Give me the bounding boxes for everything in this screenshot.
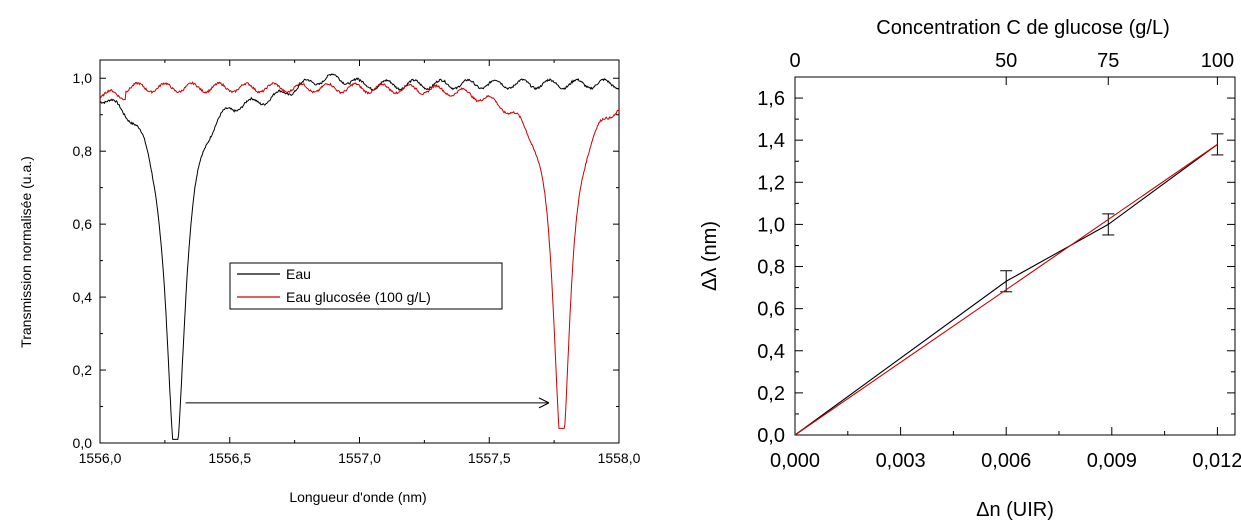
- x-tick-label: 0,003: [876, 450, 926, 472]
- y-tick-label: 0,2: [757, 383, 785, 405]
- transmission-plot-frame: [99, 59, 620, 444]
- y-tick-label: 0,8: [757, 257, 785, 279]
- shift-top-axis-label: Concentration C de glucose (g/L): [876, 17, 1170, 39]
- y-tick-label: 1,6: [757, 88, 785, 110]
- series-line-eau: [99, 73, 620, 440]
- top-tick-label: 50: [995, 50, 1017, 72]
- transmission-y-axis-label: Transmission normalisée (u.a.): [18, 156, 34, 348]
- x-tick-label: 0,006: [981, 450, 1031, 472]
- legend-label-eau: Eau: [286, 266, 311, 282]
- y-tick-label: 0,0: [757, 425, 785, 447]
- x-tick-label: 0,000: [770, 450, 820, 472]
- shift-chart: 0,000 0,003 0,006 0,009 0,012 0 50 75 100 0,0 0,2 0…: [699, 17, 1241, 521]
- x-tick-label: 1557,0: [338, 450, 381, 466]
- y-tick-label: 0,4: [73, 289, 93, 305]
- transmission-x-axis-label: Longueur d'onde (nm): [289, 489, 426, 505]
- y-tick-label: 0,8: [73, 143, 93, 159]
- transmission-series: [99, 73, 620, 440]
- x-tick-label: 1558,0: [598, 450, 641, 466]
- shift-ticks: [794, 77, 1235, 436]
- y-tick-label: 0,6: [73, 216, 93, 232]
- shift-plot-frame: [794, 76, 1236, 436]
- x-tick-label: 1556,5: [208, 450, 251, 466]
- y-tick-label: 1,0: [757, 214, 785, 236]
- shift-series: [794, 133, 1224, 436]
- y-tick-label: 1,0: [73, 70, 93, 86]
- transmission-tick-labels: 1556,0 1556,5 1557,0 1557,5 1558,0 0,0 0,2 0,4 0…: [73, 70, 641, 466]
- x-tick-label: 0,009: [1087, 450, 1137, 472]
- linear-fit-line: [794, 143, 1218, 436]
- series-line-eau-glucosee: [99, 81, 620, 429]
- top-tick-label: 100: [1201, 50, 1234, 72]
- transmission-annotations: [185, 397, 550, 409]
- transmission-chart: 1556,0 1556,5 1557,0 1557,5 1558,0 0,0 0,2 0,4 0…: [18, 59, 641, 505]
- shift-tick-labels: 0,000 0,003 0,006 0,009 0,012 0 50 75 100 0,0 0,2 0…: [757, 50, 1241, 472]
- top-tick-label: 75: [1097, 50, 1119, 72]
- x-tick-label: 1556,0: [79, 450, 122, 466]
- y-tick-label: 0,4: [757, 341, 785, 363]
- x-tick-label: 0,012: [1192, 450, 1241, 472]
- transmission-ticks: [99, 60, 620, 444]
- transmission-legend: Eau Eau glucosée (100 g/L): [229, 262, 503, 310]
- y-tick-label: 0,6: [757, 299, 785, 321]
- x-tick-label: 1557,5: [468, 450, 511, 466]
- shift-x-axis-label: Δn (UIR): [976, 499, 1054, 521]
- y-tick-label: 1,4: [757, 130, 785, 152]
- legend-label-eau-glucosee: Eau glucosée (100 g/L): [286, 289, 431, 305]
- top-tick-label: 0: [789, 50, 800, 72]
- y-tick-label: 0,2: [73, 362, 93, 378]
- data-line: [794, 143, 1218, 436]
- shift-arrow-head: [538, 397, 550, 409]
- legend-box: [229, 262, 503, 310]
- y-tick-label: 1,2: [757, 172, 785, 194]
- shift-y-axis-label: Δλ (nm): [699, 221, 721, 291]
- y-tick-label: 0,0: [73, 435, 93, 451]
